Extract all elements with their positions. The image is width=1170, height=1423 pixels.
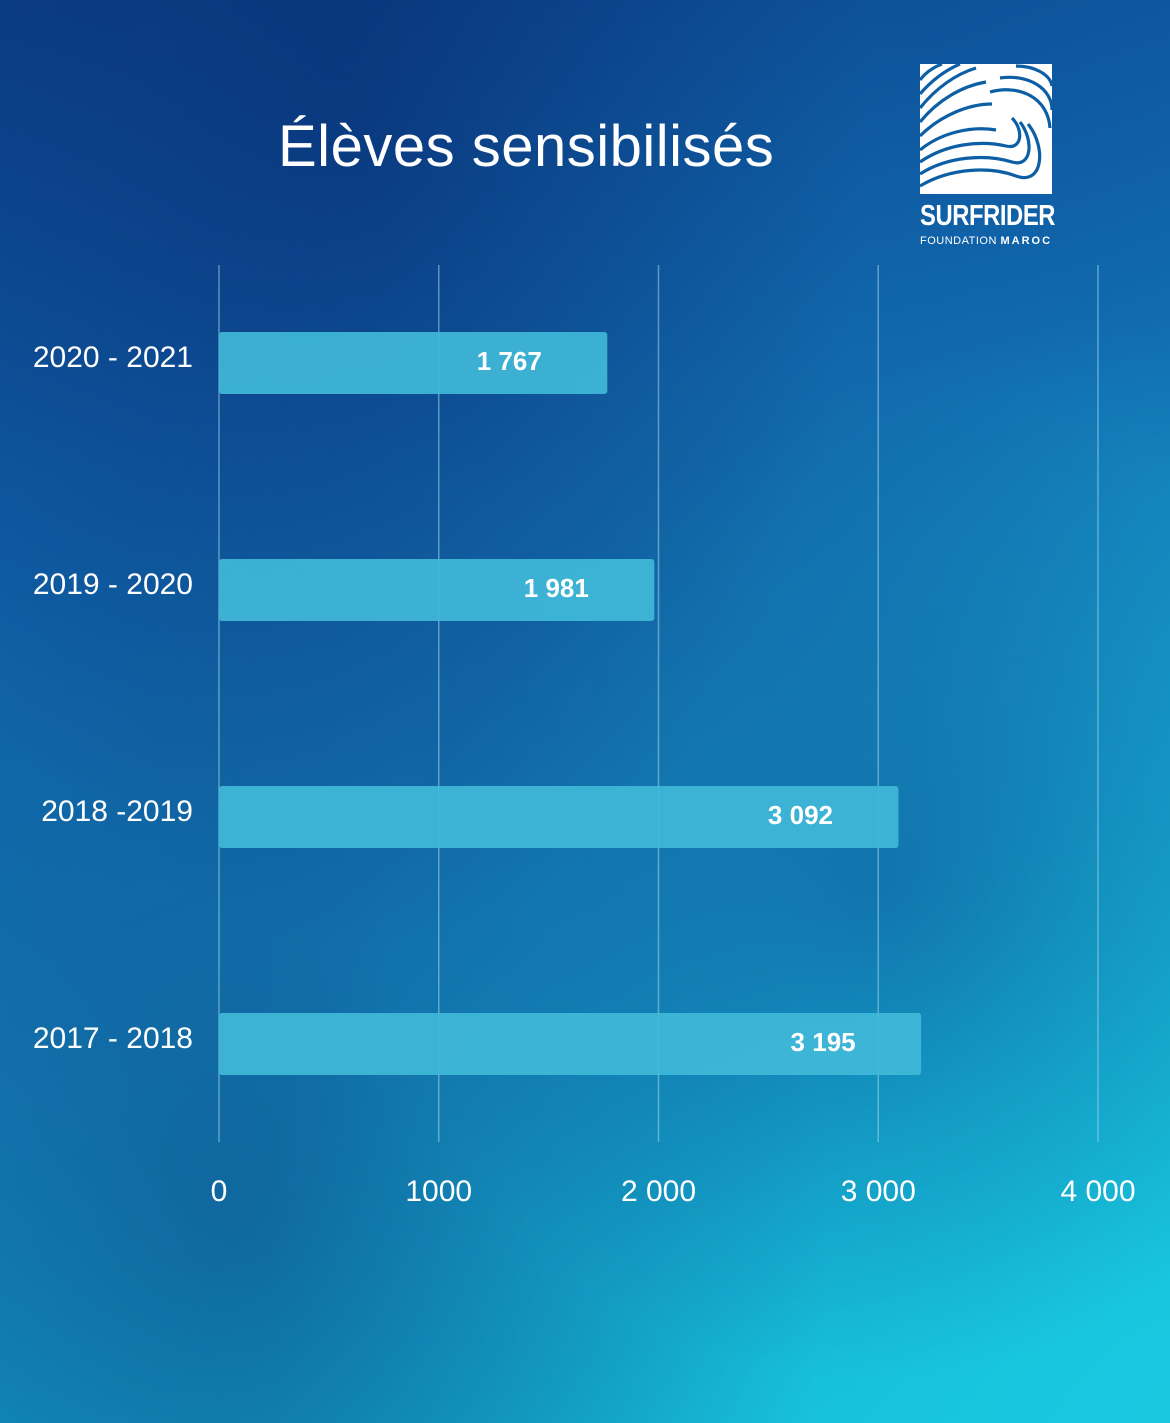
grid-layer: [218, 265, 1099, 1142]
logo-sub-b: MAROC: [1000, 235, 1053, 247]
chart-title: Élèves sensibilisés: [278, 114, 775, 179]
bar: [219, 1013, 922, 1075]
logo-sub-a: FOUNDATION: [920, 235, 997, 247]
bar-layer: 1 767 1 981 3 092 3 195: [219, 332, 922, 1075]
bar: [219, 786, 899, 848]
bar-value-label: 3 092: [768, 800, 833, 830]
wave-logo-icon: [920, 64, 1052, 194]
category-label: 2017 - 2018: [33, 1022, 193, 1055]
logo-subtitle: FOUNDATION MAROC: [920, 235, 1054, 247]
x-tick-label: 3 000: [841, 1175, 916, 1208]
x-tick-label: 2 000: [621, 1175, 696, 1208]
x-tick-label: 0: [211, 1175, 228, 1208]
bar: [219, 559, 655, 621]
category-label: 2019 - 2020: [33, 568, 193, 601]
bar-value-label: 1 981: [524, 573, 589, 603]
category-labels: 2020 - 2021 2019 - 2020 2018 -2019 2017 - 2…: [33, 341, 193, 1055]
bar-value-label: 3 195: [791, 1027, 856, 1057]
category-label: 2020 - 2021: [33, 341, 193, 374]
surfrider-logo: SURFRIDER FOUNDATION MAROC: [920, 64, 1055, 247]
x-tick-label: 4 000: [1060, 1175, 1135, 1208]
x-tick-label: 1000: [405, 1175, 472, 1208]
category-label: 2018 -2019: [41, 795, 193, 828]
bar: [219, 332, 608, 394]
bar-value-label: 1 767: [477, 346, 542, 376]
x-tick-labels: 0 1000 2 000 3 000 4 000: [211, 1175, 1136, 1208]
